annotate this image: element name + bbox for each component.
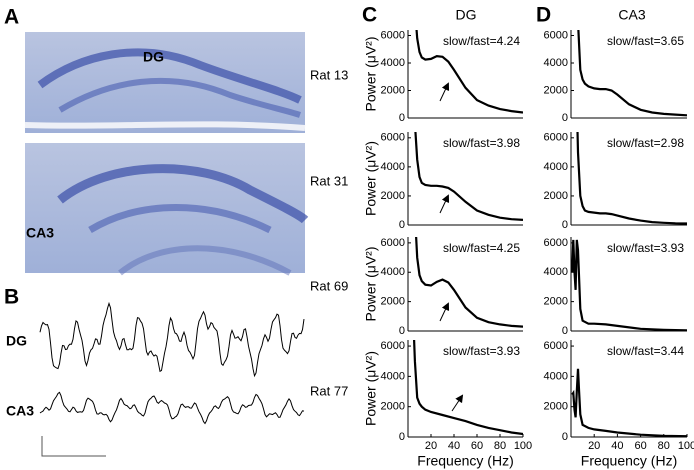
row-label: Rat 77 xyxy=(310,383,348,398)
y-tick-label: 0 xyxy=(562,431,568,443)
y-axis-label: Power (μV²) xyxy=(363,247,379,322)
column-title: DG xyxy=(456,7,477,23)
y-tick-label: 2000 xyxy=(544,190,568,202)
chart: 0 2000 4000 6000 slow/fast=3.93 xyxy=(544,237,687,337)
y-tick-label: 2000 xyxy=(381,190,405,202)
y-tick-label: 0 xyxy=(562,112,568,124)
x-tick-label: 60 xyxy=(471,440,483,452)
annotation: slow/fast=3.44 xyxy=(607,344,684,358)
x-tick-label: 60 xyxy=(634,440,646,452)
y-tick-label: 2000 xyxy=(544,401,568,413)
spectrum-line xyxy=(412,340,523,436)
arrow xyxy=(439,194,450,214)
y-tick-label: 4000 xyxy=(381,57,405,69)
y-tick-label: 0 xyxy=(399,431,405,443)
y-tick-label: 4000 xyxy=(381,370,405,382)
y-tick-label: 4000 xyxy=(381,266,405,278)
y-tick-label: 2000 xyxy=(544,84,568,96)
panel-label: B xyxy=(4,286,19,309)
region-label: DG xyxy=(143,49,164,65)
annotation: slow/fast=3.93 xyxy=(443,344,520,358)
x-tick-label: 100 xyxy=(678,440,694,452)
row-label: Rat 31 xyxy=(310,173,348,188)
chart: 0 2000 4000 6000 slow/fast=3.65 xyxy=(544,29,687,124)
y-axis-label: Power (μV²) xyxy=(363,37,379,112)
y-axis-label: Power (μV²) xyxy=(363,141,379,216)
spectrum-line xyxy=(571,239,687,331)
arrow xyxy=(439,82,450,102)
x-tick-label: 20 xyxy=(588,440,600,452)
column-title: CA3 xyxy=(618,7,645,23)
chart: 0 2000 4000 6000 slow/fast=2.98 xyxy=(544,132,687,231)
y-tick-label: 4000 xyxy=(381,161,405,173)
x-tick-label: 80 xyxy=(494,440,506,452)
region-label: CA3 xyxy=(26,225,54,241)
panel-label: D xyxy=(536,4,551,27)
spectrum-line xyxy=(571,368,687,437)
annotation: slow/fast=3.65 xyxy=(607,34,684,48)
y-tick-label: 4000 xyxy=(544,57,568,69)
y-tick-label: 6000 xyxy=(381,340,405,352)
scale-bar xyxy=(41,436,106,457)
y-tick-label: 2000 xyxy=(544,296,568,308)
x-tick-label: 20 xyxy=(425,440,437,452)
spectrum-line xyxy=(415,30,523,114)
eeg-trace xyxy=(39,301,305,378)
arrow xyxy=(451,394,464,412)
y-tick-label: 6000 xyxy=(381,29,405,41)
spectrum-line xyxy=(576,132,687,225)
y-tick-label: 6000 xyxy=(381,237,405,249)
y-tick-label: 0 xyxy=(399,325,405,337)
annotation: slow/fast=2.98 xyxy=(607,136,684,150)
y-tick-label: 4000 xyxy=(544,370,568,382)
y-tick-label: 6000 xyxy=(544,340,568,352)
y-tick-label: 6000 xyxy=(544,29,568,41)
annotation: slow/fast=4.25 xyxy=(443,241,520,255)
trace-label: CA3 xyxy=(6,403,34,419)
y-tick-label: 0 xyxy=(399,219,405,231)
arrow xyxy=(439,302,450,322)
y-tick-label: 0 xyxy=(562,325,568,337)
spectrum-line xyxy=(414,132,523,221)
x-tick-label: 100 xyxy=(514,440,532,452)
x-tick-label: 40 xyxy=(448,440,460,452)
histology-image xyxy=(25,143,309,276)
y-tick-label: 4000 xyxy=(544,161,568,173)
y-tick-label: 0 xyxy=(399,112,405,124)
y-axis-label: Power (μV²) xyxy=(363,351,379,426)
eeg-trace xyxy=(39,391,305,425)
y-tick-label: 0 xyxy=(562,219,568,231)
annotation: slow/fast=4.24 xyxy=(443,34,520,48)
x-axis-label: Frequency (Hz) xyxy=(581,453,677,469)
y-tick-label: 6000 xyxy=(544,132,568,144)
panel-label: A xyxy=(4,6,19,29)
row-label: Rat 13 xyxy=(310,67,348,82)
y-tick-label: 4000 xyxy=(544,266,568,278)
x-axis-label: Frequency (Hz) xyxy=(417,453,513,469)
histology-image xyxy=(24,32,306,133)
annotation: slow/fast=3.93 xyxy=(607,241,684,255)
trace-label: DG xyxy=(6,333,27,349)
spectrum-line xyxy=(577,30,687,117)
spectrum-line xyxy=(415,237,523,328)
x-tick-label: 80 xyxy=(658,440,670,452)
y-tick-label: 6000 xyxy=(381,132,405,144)
y-tick-label: 2000 xyxy=(381,296,405,308)
row-label: Rat 69 xyxy=(310,278,348,293)
annotation: slow/fast=3.98 xyxy=(443,136,520,150)
y-tick-label: 2000 xyxy=(381,84,405,96)
y-tick-label: 6000 xyxy=(544,237,568,249)
y-tick-label: 2000 xyxy=(381,401,405,413)
panel-label: C xyxy=(362,4,377,27)
x-tick-label: 40 xyxy=(611,440,623,452)
